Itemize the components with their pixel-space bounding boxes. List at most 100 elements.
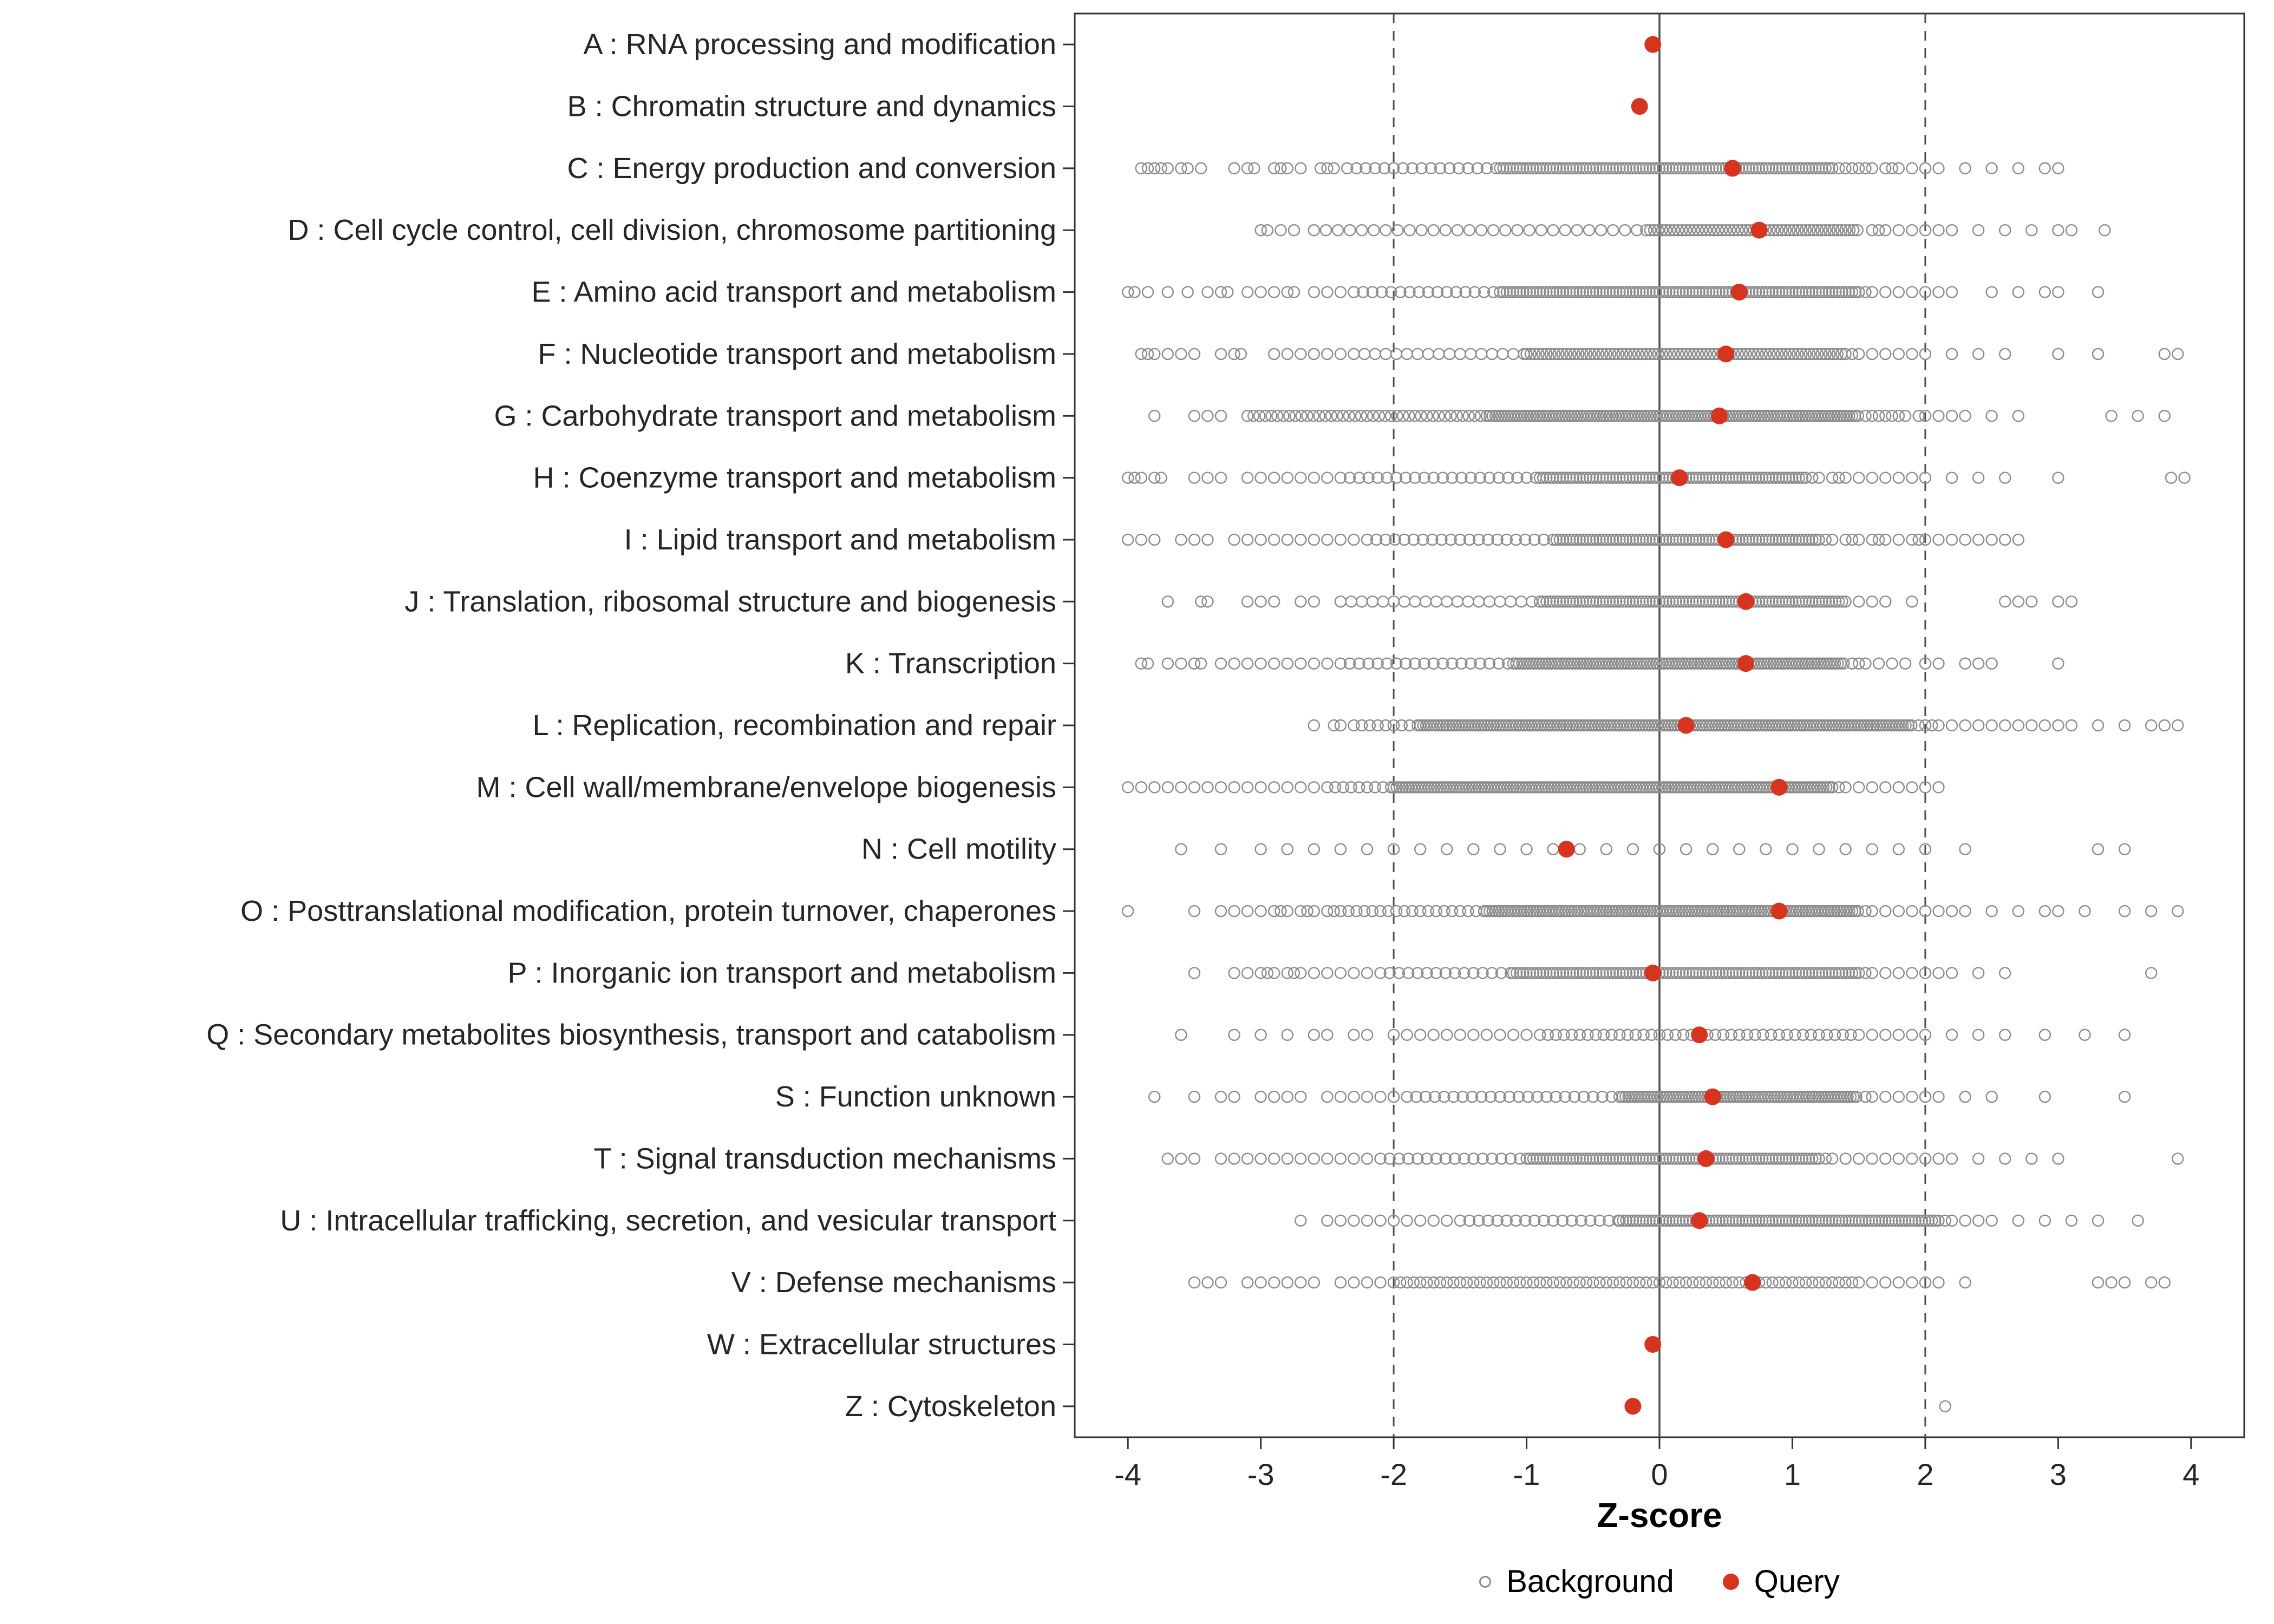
background-point bbox=[1726, 1152, 1739, 1165]
background-point bbox=[1390, 657, 1403, 670]
background-point bbox=[1592, 348, 1605, 361]
background-point bbox=[1396, 781, 1409, 794]
background-point bbox=[1503, 1090, 1515, 1103]
background-point bbox=[1590, 595, 1603, 608]
background-point bbox=[1267, 472, 1280, 484]
background-point bbox=[1494, 1276, 1506, 1289]
background-point bbox=[1694, 781, 1707, 794]
background-point bbox=[1729, 410, 1742, 422]
background-point bbox=[1430, 905, 1442, 918]
background-point bbox=[1627, 657, 1639, 670]
background-point bbox=[1553, 1152, 1566, 1165]
background-point bbox=[1533, 162, 1546, 175]
background-point bbox=[2012, 533, 2024, 546]
background-point bbox=[1780, 1090, 1793, 1103]
background-point bbox=[1879, 1214, 1892, 1227]
background-point bbox=[1800, 1090, 1813, 1103]
background-point bbox=[1523, 224, 1535, 237]
background-point bbox=[1833, 1214, 1845, 1227]
background-point bbox=[1387, 1029, 1400, 1041]
background-point bbox=[1732, 905, 1744, 918]
background-point bbox=[1659, 719, 1672, 732]
background-point bbox=[1436, 472, 1449, 484]
background-point bbox=[1685, 657, 1698, 670]
background-point bbox=[1710, 162, 1722, 175]
background-point bbox=[2052, 224, 2064, 237]
background-point bbox=[1504, 905, 1517, 918]
background-point bbox=[1813, 595, 1825, 608]
background-point bbox=[1806, 781, 1818, 794]
background-point bbox=[1501, 719, 1514, 732]
background-point bbox=[1474, 1276, 1486, 1289]
background-point bbox=[1735, 781, 1748, 794]
background-point bbox=[1799, 533, 1812, 546]
background-point bbox=[1843, 224, 1856, 237]
background-point bbox=[1733, 719, 1745, 732]
background-point bbox=[1241, 1152, 1254, 1165]
background-point bbox=[1321, 657, 1334, 670]
background-point bbox=[1587, 472, 1599, 484]
background-point bbox=[1348, 1090, 1360, 1103]
background-point bbox=[1228, 781, 1240, 794]
background-point bbox=[1434, 781, 1447, 794]
background-point bbox=[1550, 1152, 1563, 1165]
background-point bbox=[1422, 905, 1435, 918]
background-point bbox=[1369, 781, 1381, 794]
background-point bbox=[1458, 781, 1470, 794]
background-point bbox=[1864, 719, 1877, 732]
background-point bbox=[1314, 162, 1327, 175]
background-point bbox=[1717, 657, 1730, 670]
background-point bbox=[1465, 472, 1477, 484]
background-point bbox=[1387, 1090, 1400, 1103]
background-point bbox=[1577, 967, 1590, 979]
background-point bbox=[1755, 905, 1768, 918]
background-point bbox=[1582, 1029, 1594, 1041]
legend-label-background: Background bbox=[1506, 1564, 1674, 1599]
background-point bbox=[1455, 657, 1468, 670]
background-point bbox=[1228, 348, 1240, 361]
background-point bbox=[1789, 1214, 1802, 1227]
background-point bbox=[1683, 286, 1696, 298]
background-point bbox=[1736, 533, 1749, 546]
background-point bbox=[1426, 533, 1439, 546]
background-point bbox=[1308, 905, 1321, 918]
background-point bbox=[1706, 843, 1719, 855]
background-point bbox=[1597, 533, 1609, 546]
background-point bbox=[1321, 162, 1334, 175]
background-point bbox=[1783, 1214, 1795, 1227]
background-point bbox=[1520, 472, 1533, 484]
background-point bbox=[1537, 595, 1550, 608]
background-point bbox=[1799, 410, 1812, 422]
background-point bbox=[1822, 1214, 1835, 1227]
background-point bbox=[1557, 162, 1570, 175]
background-point bbox=[1592, 781, 1605, 794]
background-point bbox=[1773, 162, 1786, 175]
background-point bbox=[2172, 905, 2184, 918]
background-point bbox=[1650, 410, 1663, 422]
background-point bbox=[1271, 410, 1284, 422]
background-point bbox=[2092, 1214, 2105, 1227]
background-point bbox=[1613, 1276, 1626, 1289]
background-point bbox=[1562, 905, 1575, 918]
background-point bbox=[1175, 162, 1187, 175]
background-point bbox=[1597, 1152, 1609, 1165]
background-point bbox=[1776, 410, 1788, 422]
background-point bbox=[1896, 1214, 1909, 1227]
background-point bbox=[1680, 781, 1693, 794]
background-point bbox=[1766, 1152, 1779, 1165]
background-point bbox=[1932, 1152, 1945, 1165]
background-point bbox=[1642, 781, 1655, 794]
background-point bbox=[1760, 595, 1772, 608]
background-point bbox=[1254, 595, 1267, 608]
background-point bbox=[1709, 781, 1722, 794]
background-point bbox=[1640, 472, 1652, 484]
background-point bbox=[1637, 533, 1649, 546]
background-point bbox=[1773, 595, 1786, 608]
background-point bbox=[1664, 410, 1677, 422]
background-point bbox=[1345, 781, 1357, 794]
background-point bbox=[2158, 410, 2171, 422]
background-point bbox=[1454, 533, 1467, 546]
background-point bbox=[1241, 905, 1254, 918]
background-point bbox=[1809, 286, 1822, 298]
background-point bbox=[1676, 1214, 1689, 1227]
